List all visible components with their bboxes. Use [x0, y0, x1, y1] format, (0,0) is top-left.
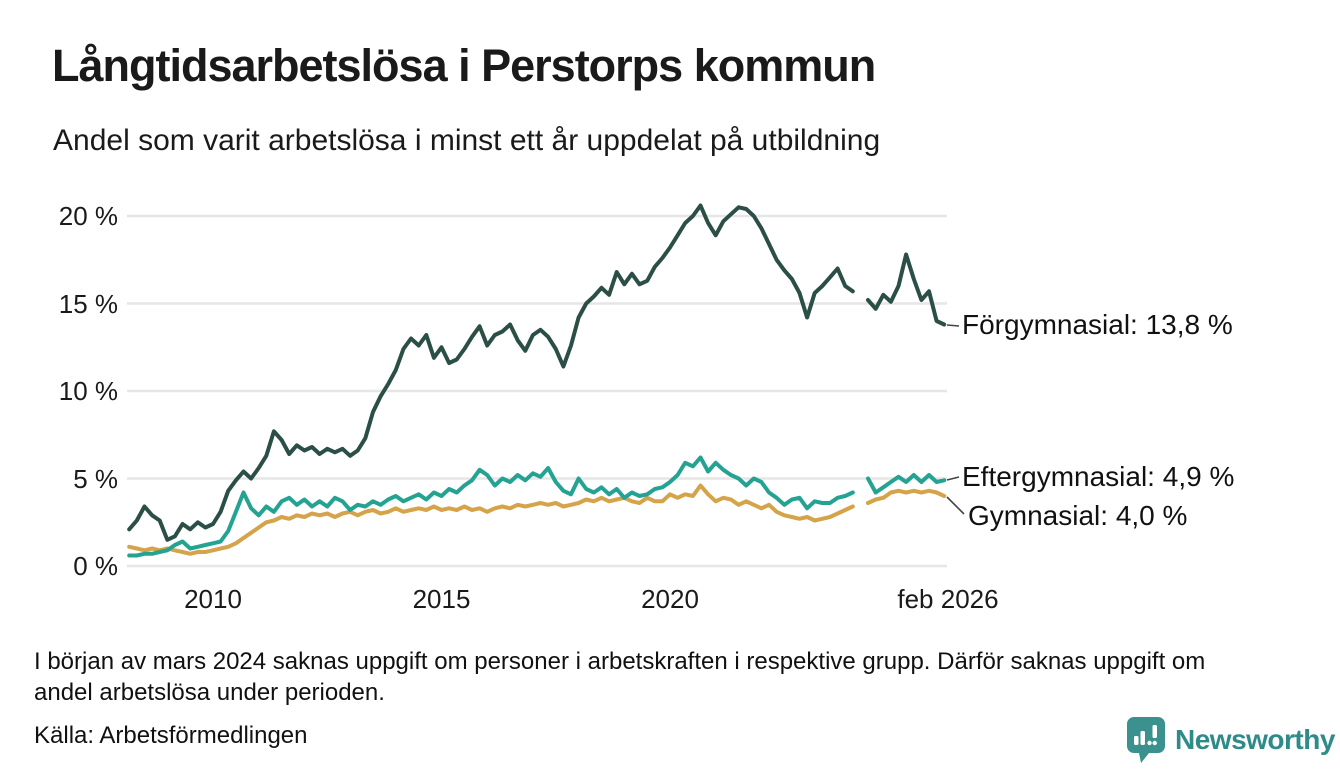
page-subtitle: Andel som varit arbetslösa i minst ett å…: [53, 124, 881, 157]
footnote: I början av mars 2024 saknas uppgift om …: [34, 646, 1205, 708]
page-title: Långtidsarbetslösa i Perstorps kommun: [52, 40, 876, 91]
x-tick-label: 2020: [641, 584, 699, 614]
series-label-eftergymnasial: Eftergymnasial: 4,9 %: [962, 461, 1235, 492]
newsworthy-bubble-chart-icon: [1127, 717, 1165, 763]
label-connector: [946, 476, 960, 481]
x-tick-label: feb 2026: [897, 584, 999, 614]
series-label-forgymnasial: Förgymnasial: 13,8 %: [962, 309, 1233, 340]
series-label-gymnasial: Gymnasial: 4,0 %: [968, 500, 1188, 531]
y-tick-label: 0 %: [73, 551, 118, 581]
series-line-eftergymnasial: [866, 473, 947, 495]
y-tick-label: 20 %: [58, 201, 118, 231]
newsworthy-wordmark: Newsworthy: [1175, 724, 1335, 755]
y-tick-label: 15 %: [58, 288, 118, 319]
y-tick-label: 5 %: [73, 463, 118, 494]
y-tick-label: 10 %: [58, 376, 118, 406]
footnote-line1: I början av mars 2024 saknas uppgift om …: [34, 648, 1206, 675]
x-tick-label: 2015: [412, 584, 471, 614]
x-tick-label: 2010: [184, 584, 242, 614]
label-connector: [946, 324, 960, 327]
source-line: Källa: Arbetsförmedlingen: [34, 722, 308, 749]
newsworthy-logo: Newsworthy: [1126, 716, 1335, 764]
footnote-line2: andel arbetslösa under perioden.: [34, 679, 385, 706]
series-line-förgymnasial: [127, 203, 855, 542]
series-line-gymnasial: [866, 488, 947, 505]
series-line-gymnasial: [127, 483, 855, 556]
series-line-eftergymnasial: [127, 455, 855, 558]
label-connector: [946, 496, 965, 515]
series-line-förgymnasial: [866, 252, 947, 327]
